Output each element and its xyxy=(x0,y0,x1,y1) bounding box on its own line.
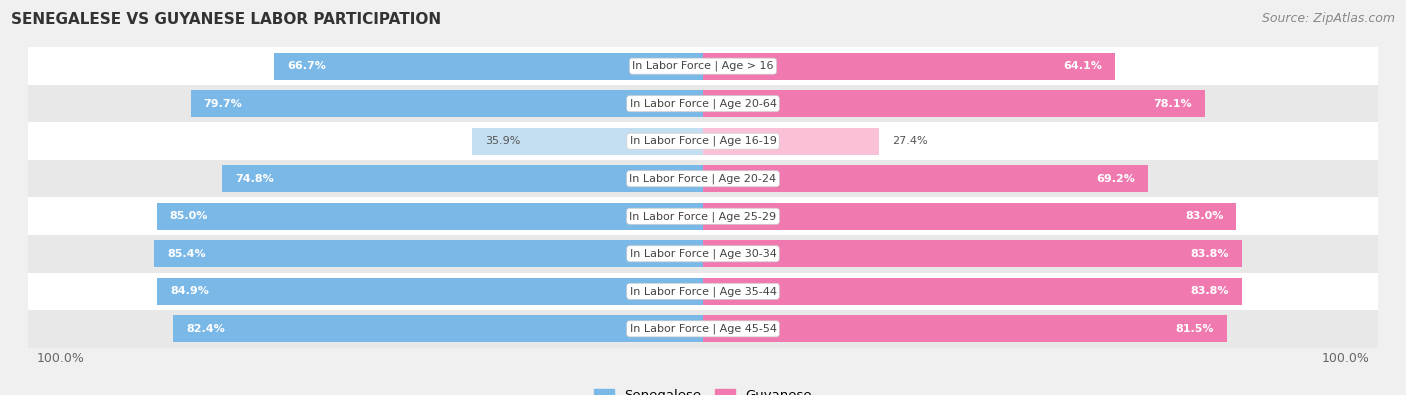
Bar xyxy=(703,53,1115,80)
Bar xyxy=(173,315,703,342)
Text: 74.8%: 74.8% xyxy=(235,174,274,184)
Text: In Labor Force | Age 35-44: In Labor Force | Age 35-44 xyxy=(630,286,776,297)
Text: 83.0%: 83.0% xyxy=(1185,211,1223,221)
Text: 83.8%: 83.8% xyxy=(1191,249,1229,259)
Text: 78.1%: 78.1% xyxy=(1153,99,1192,109)
Bar xyxy=(472,128,703,155)
Bar xyxy=(191,90,703,117)
Text: 81.5%: 81.5% xyxy=(1175,324,1213,334)
Text: In Labor Force | Age 20-24: In Labor Force | Age 20-24 xyxy=(630,173,776,184)
Bar xyxy=(222,165,703,192)
Bar xyxy=(28,122,1378,160)
Text: 82.4%: 82.4% xyxy=(186,324,225,334)
Text: 79.7%: 79.7% xyxy=(204,99,242,109)
Bar xyxy=(28,198,1378,235)
Bar xyxy=(703,90,1205,117)
Bar xyxy=(703,240,1241,267)
Bar xyxy=(28,235,1378,273)
Text: In Labor Force | Age > 16: In Labor Force | Age > 16 xyxy=(633,61,773,71)
Bar xyxy=(703,278,1241,305)
Bar xyxy=(156,203,703,230)
Bar xyxy=(274,53,703,80)
Bar xyxy=(703,128,879,155)
Bar xyxy=(703,165,1147,192)
Bar xyxy=(28,160,1378,198)
Text: 66.7%: 66.7% xyxy=(287,61,326,71)
Text: 83.8%: 83.8% xyxy=(1191,286,1229,296)
Text: 69.2%: 69.2% xyxy=(1097,174,1135,184)
Text: 84.9%: 84.9% xyxy=(170,286,209,296)
Text: 27.4%: 27.4% xyxy=(891,136,928,146)
Text: Source: ZipAtlas.com: Source: ZipAtlas.com xyxy=(1261,12,1395,25)
Bar xyxy=(28,273,1378,310)
Bar xyxy=(28,47,1378,85)
Text: 85.0%: 85.0% xyxy=(170,211,208,221)
Bar xyxy=(28,310,1378,348)
Text: 35.9%: 35.9% xyxy=(485,136,520,146)
Bar xyxy=(157,278,703,305)
Text: In Labor Force | Age 45-54: In Labor Force | Age 45-54 xyxy=(630,324,776,334)
Text: In Labor Force | Age 30-34: In Labor Force | Age 30-34 xyxy=(630,248,776,259)
Legend: Senegalese, Guyanese: Senegalese, Guyanese xyxy=(589,384,817,395)
Text: SENEGALESE VS GUYANESE LABOR PARTICIPATION: SENEGALESE VS GUYANESE LABOR PARTICIPATI… xyxy=(11,12,441,27)
Bar xyxy=(28,85,1378,122)
Bar xyxy=(155,240,703,267)
Bar xyxy=(703,203,1236,230)
Text: 85.4%: 85.4% xyxy=(167,249,205,259)
Text: In Labor Force | Age 25-29: In Labor Force | Age 25-29 xyxy=(630,211,776,222)
Bar xyxy=(703,315,1227,342)
Text: In Labor Force | Age 20-64: In Labor Force | Age 20-64 xyxy=(630,98,776,109)
Text: 64.1%: 64.1% xyxy=(1063,61,1102,71)
Text: In Labor Force | Age 16-19: In Labor Force | Age 16-19 xyxy=(630,136,776,147)
